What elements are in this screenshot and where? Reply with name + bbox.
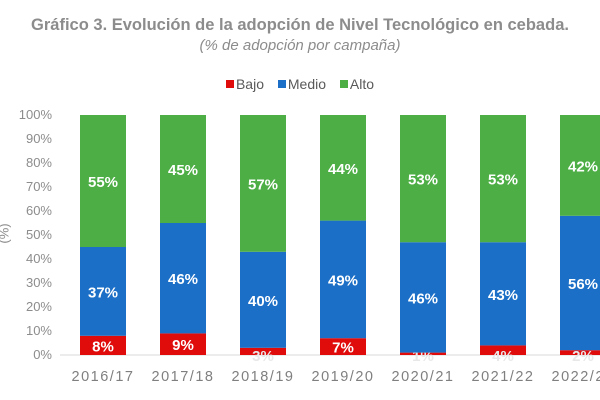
- chart-subtitle: (% de adopción por campaña): [199, 37, 401, 54]
- data-label: 2%: [572, 348, 594, 365]
- bar-alto: [560, 115, 600, 216]
- bar-bajo: [240, 347, 286, 355]
- bar-bajo: [80, 335, 126, 355]
- y-tick-label: 80%: [26, 155, 52, 170]
- legend-swatch-alto: [339, 80, 348, 88]
- data-label: 57%: [248, 176, 278, 193]
- y-tick-label: 20%: [26, 299, 52, 314]
- legend: Bajo Medio Alto: [0, 76, 600, 92]
- bar-bajo: [480, 345, 526, 355]
- y-tick-label: 90%: [26, 131, 52, 146]
- y-tick-label: 60%: [26, 203, 52, 218]
- bar-alto: [320, 115, 366, 221]
- data-label: 46%: [168, 271, 198, 288]
- bar-bajo: [560, 350, 600, 355]
- legend-item-bajo: Bajo: [225, 76, 264, 92]
- bar-bajo: [400, 352, 446, 355]
- x-tick-label: 2022/23: [552, 369, 600, 385]
- legend-item-alto: Alto: [339, 76, 375, 92]
- data-label: 56%: [568, 276, 598, 293]
- data-label: 53%: [488, 172, 518, 189]
- data-label: 44%: [328, 161, 358, 178]
- bar-bajo: [160, 333, 206, 355]
- bar-medio: [240, 251, 286, 348]
- data-label: 7%: [332, 340, 354, 357]
- y-tick-label: 40%: [26, 251, 52, 266]
- bar-medio: [400, 242, 446, 353]
- y-tick-label: 100%: [19, 107, 53, 122]
- bar-alto: [160, 115, 206, 223]
- bar-alto: [400, 115, 446, 243]
- data-label: 43%: [488, 287, 518, 304]
- x-tick-label: 2021/22: [472, 369, 535, 385]
- data-label: 40%: [248, 293, 278, 310]
- x-tick-label: 2019/20: [312, 369, 375, 385]
- bar-alto: [240, 115, 286, 252]
- data-label: 46%: [408, 290, 438, 307]
- legend-item-medio: Medio: [277, 76, 327, 92]
- y-tick-label: 70%: [26, 179, 52, 194]
- y-tick-label: 30%: [26, 275, 52, 290]
- bar-medio: [320, 220, 366, 339]
- data-label: 49%: [328, 272, 358, 289]
- legend-label: Medio: [287, 76, 327, 92]
- data-label: 37%: [88, 284, 118, 301]
- data-label: 3%: [252, 348, 274, 365]
- legend-swatch-bajo: [225, 80, 234, 88]
- data-label: 4%: [492, 348, 514, 365]
- legend-label: Alto: [349, 76, 375, 92]
- x-tick-label: 2020/21: [392, 369, 455, 385]
- bar-medio: [160, 223, 206, 334]
- x-tick-label: 2016/17: [72, 369, 135, 385]
- bar-alto: [80, 115, 126, 247]
- bar-medio: [80, 247, 126, 336]
- x-tick-label: 2017/18: [152, 369, 215, 385]
- data-label: 42%: [568, 158, 598, 175]
- bar-medio: [480, 242, 526, 346]
- bar-medio: [560, 215, 600, 351]
- bar-alto: [480, 115, 526, 243]
- y-tick-label: 0%: [33, 347, 52, 362]
- data-label: 53%: [408, 172, 438, 189]
- data-label: 9%: [172, 337, 194, 354]
- bar-bajo: [320, 338, 366, 355]
- data-label: 55%: [88, 174, 118, 191]
- data-label: 45%: [168, 162, 198, 179]
- legend-label: Bajo: [235, 76, 264, 92]
- data-label: 8%: [92, 338, 114, 355]
- y-tick-label: 10%: [26, 323, 52, 338]
- chart-title: Gráfico 3. Evolución de la adopción de N…: [31, 16, 569, 34]
- legend-swatch-medio: [277, 80, 286, 88]
- x-tick-label: 2018/19: [232, 369, 295, 385]
- y-tick-label: 50%: [26, 227, 52, 242]
